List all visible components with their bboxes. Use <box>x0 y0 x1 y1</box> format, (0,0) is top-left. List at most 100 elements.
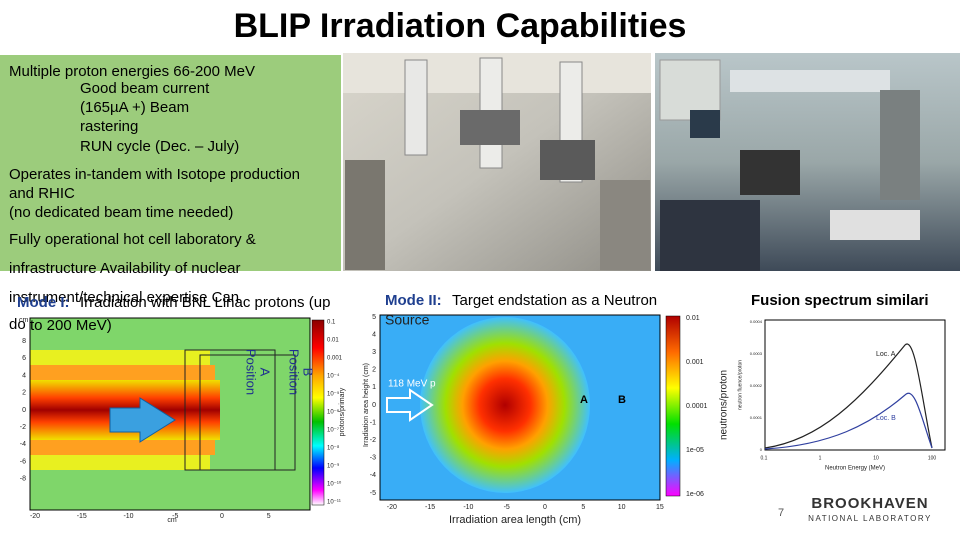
y-tick-label: -4 <box>20 441 26 448</box>
x-tick-label: 10 <box>873 455 879 461</box>
y-tick-label: 2 <box>22 390 26 397</box>
x-tick-label: -15 <box>425 504 435 511</box>
colorbar-tick-label: 10⁻¹¹ <box>327 500 341 506</box>
x-tick-label: 5 <box>581 504 585 511</box>
capability-line: Fully operational hot cell laboratory & <box>9 231 256 248</box>
capability-line: infrastructure Availability of nuclear <box>9 260 241 277</box>
photo-laboratory <box>655 53 960 271</box>
x-axis-label: cm <box>167 517 177 524</box>
location-label: B <box>618 394 626 406</box>
photo-hot-cell <box>343 53 651 271</box>
y-tick-label: -2 <box>370 437 376 444</box>
y-tick-label: 4 <box>372 331 376 338</box>
y-tick-label: -5 <box>370 490 376 497</box>
logo: BROOKHAVEN NATIONAL LABORATORY <box>808 495 932 523</box>
position-label: Position <box>244 349 259 395</box>
capability-line: RUN cycle (Dec. – July) <box>80 138 239 155</box>
y-tick-label: 0 <box>22 407 26 414</box>
location-label: A <box>580 394 588 406</box>
y-tick-label: 0 <box>372 402 376 409</box>
capability-line: instrument/technical expertise Can <box>9 289 239 306</box>
mode1-text: to 200 MeV) <box>30 317 112 334</box>
legend-label: Loc. B <box>876 415 896 422</box>
position-label: B <box>301 368 316 377</box>
y-axis-label: Irradiation area height (cm) <box>363 363 370 447</box>
position-label: Position <box>287 349 302 395</box>
x-tick-label: 5 <box>267 513 271 520</box>
y-tick-label: -3 <box>370 455 376 462</box>
x-tick-label: 0.1 <box>761 455 768 461</box>
capability-line: do <box>9 316 26 333</box>
mode1-text: Irradiation with BNL Linac protons (up <box>80 294 330 311</box>
y-tick-label: -6 <box>20 458 26 465</box>
x-tick-label: -15 <box>77 513 87 520</box>
capability-line: and RHIC <box>9 185 75 202</box>
capability-line: (165µA +) Beam <box>80 99 189 116</box>
colorbar-tick-label: 10⁻⁹ <box>327 463 340 470</box>
y-tick-label: 0.0002 <box>750 383 763 388</box>
x-tick-label: -5 <box>172 513 178 520</box>
logo-subtitle: NATIONAL LABORATORY <box>808 514 932 523</box>
y-tick-label: 3 <box>372 349 376 356</box>
mode2-text: Target endstation as a Neutron <box>452 292 657 309</box>
x-tick-label: -5 <box>504 504 510 511</box>
colorbar-tick-label: 0.01 <box>686 315 700 322</box>
y-axis-label: cm <box>19 317 29 324</box>
y-tick-label: -8 <box>20 476 26 483</box>
legend-label: Loc. A <box>876 351 896 358</box>
y-tick-label: 8 <box>22 338 26 345</box>
y-tick-label: -1 <box>370 419 376 426</box>
colorbar-tick-label: 10⁻¹⁰ <box>327 481 342 488</box>
colorbar-tick-label: 10⁻⁸ <box>327 445 340 452</box>
colorbar-label: neutrons/proton <box>719 370 730 440</box>
x-tick-label: -10 <box>463 504 473 511</box>
capability-line: Good beam current <box>80 80 210 97</box>
colorbar-tick-label: 1e-06 <box>686 491 704 498</box>
logo-name: BROOKHAVEN <box>811 495 928 512</box>
y-tick-label: 5 <box>372 314 376 321</box>
mode2-label: Mode II: <box>385 292 442 309</box>
mode2-text: Source <box>385 312 430 328</box>
y-tick-label: -4 <box>370 472 376 479</box>
y-tick-label: 6 <box>22 355 26 362</box>
colorbar-tick-label: 10⁻⁴ <box>327 373 340 380</box>
y-tick-label: 0.0001 <box>750 415 763 420</box>
x-tick-label: 10 <box>618 504 626 511</box>
capability-line: (no dedicated beam time needed) <box>9 204 233 221</box>
colorbar-tick-label: 0.0001 <box>686 403 708 410</box>
mode1-plot <box>15 295 355 528</box>
slide-title: BLIP Irradiation Capabilities <box>234 7 687 45</box>
x-axis-label: Neutron Energy (MeV) <box>825 466 885 472</box>
fusion-title: Fusion spectrum similari <box>751 292 929 309</box>
capability-line: Multiple proton energies 66-200 MeV <box>9 63 255 80</box>
y-tick-label: -2 <box>20 424 26 431</box>
capability-line: rastering <box>80 118 138 135</box>
colorbar-label: protons/primary <box>339 387 346 436</box>
colorbar-tick-label: 10⁻⁷ <box>327 427 339 434</box>
colorbar-tick-label: 0.001 <box>327 356 343 362</box>
y-tick-label: 0.0004 <box>750 319 763 324</box>
y-axis-label: neutron fluence/proton <box>737 360 743 410</box>
mode1-label: Mode I: <box>17 294 70 311</box>
y-tick-label: 4 <box>22 372 26 379</box>
capability-line: Operates in-tandem with Isotope producti… <box>9 166 300 183</box>
mode2-plot <box>360 290 735 528</box>
beam-label: 118 MeV p <box>388 379 436 390</box>
x-tick-label: -20 <box>30 513 40 520</box>
capabilities-box <box>0 55 341 271</box>
x-tick-label: 0 <box>220 513 224 520</box>
page-number: 7 <box>778 507 784 519</box>
colorbar-tick-label: 0.01 <box>327 338 339 344</box>
x-tick-label: -10 <box>123 513 133 520</box>
x-tick-label: 15 <box>656 504 664 511</box>
colorbar-tick-label: 10⁻⁶ <box>327 409 340 416</box>
colorbar-tick-label: 10⁻⁵ <box>327 391 340 398</box>
y-tick-label: 0.0003 <box>750 351 763 356</box>
x-tick-label: 0 <box>543 504 547 511</box>
position-label: A <box>258 368 273 377</box>
colorbar-tick-label: 1e-05 <box>686 447 704 454</box>
x-tick-label: -20 <box>387 504 397 511</box>
y-tick-label: 1 <box>372 384 376 391</box>
y-tick-label: 2 <box>372 367 376 374</box>
